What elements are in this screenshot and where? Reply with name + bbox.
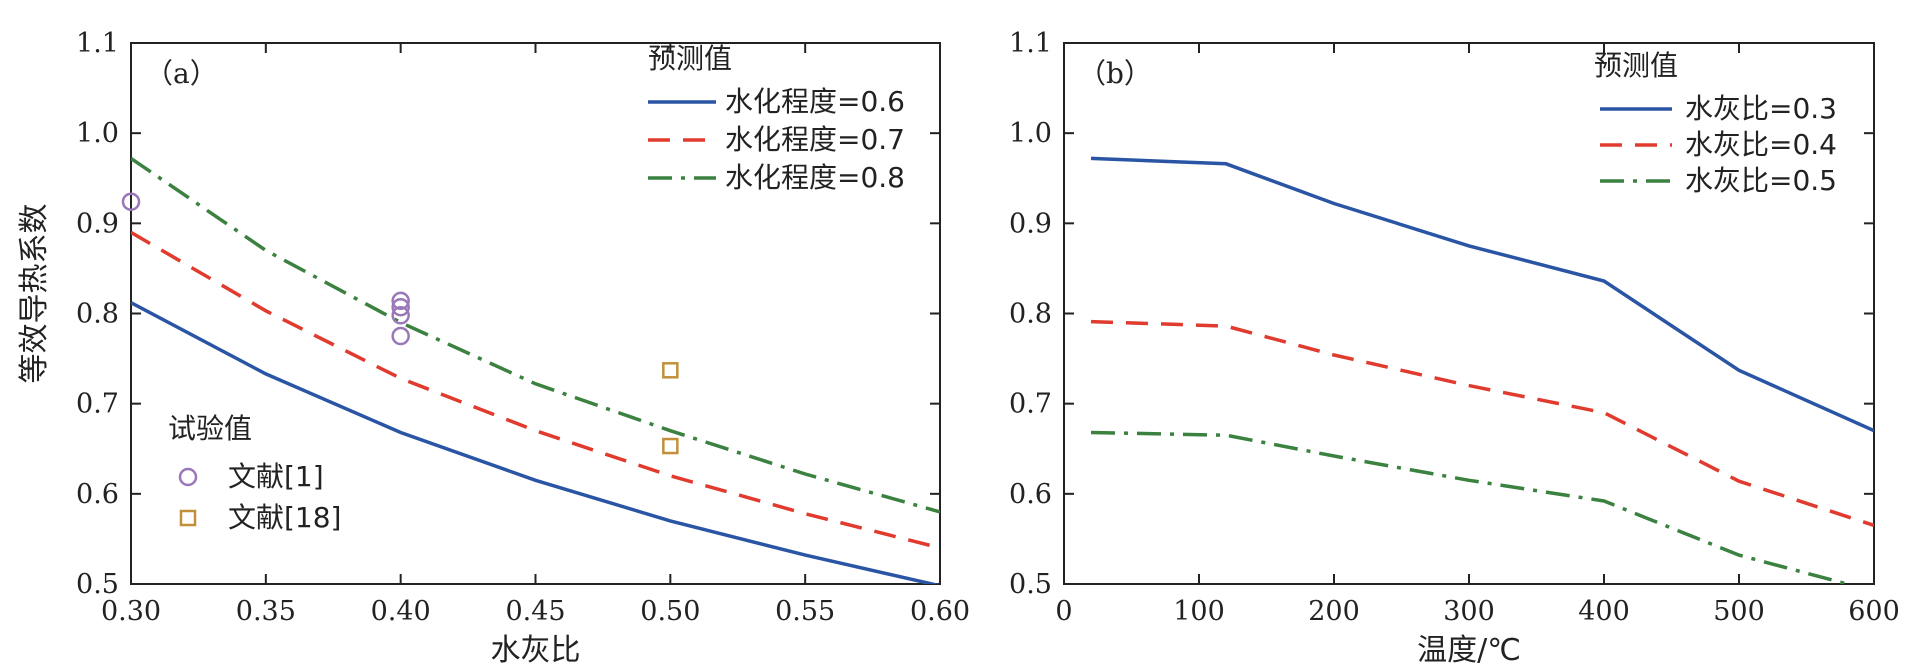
scatter-point-ref18 [662, 362, 679, 379]
scatter-point-ref1 [391, 326, 410, 346]
x-tick-label: 300 [1443, 596, 1495, 627]
y-tick-label: 1.1 [76, 28, 119, 59]
scatter-legend-title: 试验值 [168, 412, 252, 445]
scatter-point-ref1 [391, 291, 410, 311]
scatter-point-ref1 [391, 306, 410, 325]
legend-entry-1: 水灰比=0.3 [1685, 92, 1837, 125]
x-tick-label: 200 [1308, 596, 1360, 627]
y-tick-label: 1.1 [1009, 28, 1052, 59]
scatter-legend-entry-2: 文献[18] [228, 501, 341, 534]
x-tick-label: 0.45 [505, 596, 565, 627]
x-tick-label: 0.50 [640, 596, 700, 627]
y-tick-label: 1.0 [76, 118, 119, 149]
x-tick-label: 0 [1055, 596, 1072, 627]
series-line-3 [1090, 430, 1848, 584]
scatter-point-ref18 [662, 437, 679, 455]
x-tick-label: 0.60 [910, 596, 970, 627]
series-line-1 [131, 301, 940, 584]
panel-label: （a） [145, 57, 218, 90]
y-tick-label: 1.0 [1009, 118, 1052, 149]
x-tick-label: 0.35 [236, 596, 296, 627]
scatter-point-ref1 [121, 192, 141, 211]
series-line-2 [131, 230, 940, 550]
x-tick-label: 0.30 [101, 596, 161, 627]
legend-entry-1: 水化程度=0.6 [725, 85, 905, 118]
x-axis-label: 水灰比 [491, 633, 581, 668]
y-tick-label: 0.5 [1009, 569, 1052, 600]
scatter-legend-marker-2 [179, 509, 197, 527]
y-tick-label: 0.7 [1009, 389, 1052, 420]
x-axis-label: 温度/℃ [1417, 633, 1521, 668]
y-tick-label: 0.6 [76, 479, 119, 510]
x-tick-label: 400 [1578, 596, 1630, 627]
y-axis-label: 等效导热系数 [17, 204, 52, 384]
y-tick-label: 0.5 [76, 569, 119, 600]
legend-entry-2: 水灰比=0.4 [1685, 128, 1837, 161]
x-tick-label: 100 [1173, 596, 1225, 627]
series-line-1 [1090, 156, 1874, 433]
y-tick-label: 0.7 [76, 389, 119, 420]
legend-entry-2: 水化程度=0.7 [725, 123, 905, 156]
scatter-legend-entry-1: 文献[1] [228, 460, 324, 493]
scatter-legend-marker-1 [178, 467, 198, 487]
x-tick-label: 500 [1713, 596, 1765, 627]
panel-label: （b） [1078, 57, 1152, 90]
x-tick-label: 600 [1848, 596, 1900, 627]
y-tick-label: 0.9 [1009, 208, 1052, 239]
legend-entry-3: 水化程度=0.8 [725, 161, 905, 194]
legend-title: 预测值 [1594, 49, 1678, 82]
legend-entry-3: 水灰比=0.5 [1685, 164, 1837, 197]
y-tick-label: 0.8 [76, 299, 119, 330]
x-tick-label: 0.55 [775, 596, 835, 627]
legend-title: 预测值 [648, 42, 732, 75]
y-tick-label: 0.6 [1009, 479, 1052, 510]
scatter-point-ref1 [391, 297, 410, 317]
series-line-2 [1090, 319, 1874, 528]
series-line-3 [131, 156, 940, 514]
y-tick-label: 0.8 [1009, 299, 1052, 330]
x-tick-label: 0.40 [371, 596, 431, 627]
y-tick-label: 0.9 [76, 208, 119, 239]
